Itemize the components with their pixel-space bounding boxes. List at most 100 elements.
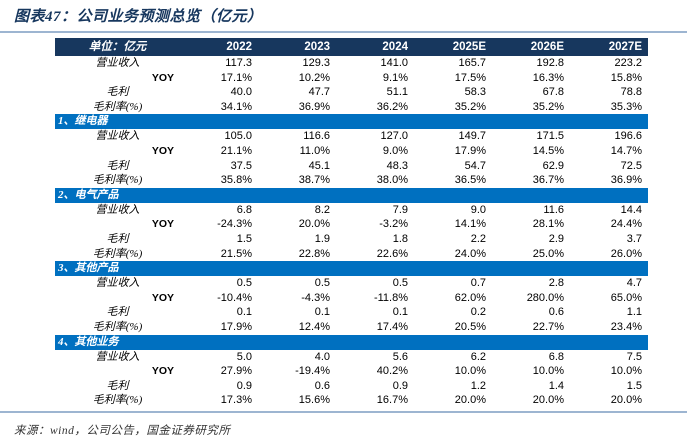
year-header-cell: 2025E [452, 41, 486, 53]
value-cell: 25.0% [532, 247, 564, 260]
year-header-cell: 2026E [530, 41, 564, 53]
value-cell: 105.0 [224, 130, 252, 143]
table-row: YOY -10.4% -4.3% -11.8% 62.0% 280.0% 65.0% [55, 291, 648, 306]
value-cell: 22.6% [376, 247, 408, 260]
value-cell: 17.5% [454, 71, 486, 84]
value-cell: 2.9 [548, 232, 564, 245]
value-cell: 0.9 [392, 379, 408, 392]
value-cell: 0.6 [548, 306, 564, 319]
value-cell: 51.1 [386, 86, 408, 99]
row-label-cell: YOY [151, 218, 174, 231]
table-row: YOY -24.3% 20.0% -3.2% 14.1% 28.1% 24.4% [55, 217, 648, 232]
value-cell: 11.0% [299, 144, 330, 157]
value-cell: 192.8 [536, 57, 564, 69]
value-cell: 72.5 [620, 159, 642, 172]
section-header-bar: 4、其他业务 [55, 334, 648, 350]
value-cell: -4.3% [301, 291, 330, 304]
year-header-cell: 2022 [226, 41, 252, 53]
table-header-row: 单位：亿元 2022 2023 2024 2025E 2026E 2027E [55, 38, 648, 56]
year-header-cell: 2023 [304, 41, 330, 53]
row-label-cell: YOY [151, 71, 174, 84]
value-cell: 62.0% [454, 291, 486, 304]
value-cell: 0.5 [392, 277, 408, 290]
value-cell: 6.8 [236, 203, 252, 216]
value-cell: -10.4% [217, 291, 252, 304]
value-cell: 35.2% [532, 100, 564, 113]
value-cell: 223.2 [614, 57, 642, 69]
value-cell: 24.4% [610, 218, 642, 231]
value-cell: 129.3 [302, 57, 330, 69]
value-cell: 28.1% [532, 218, 564, 231]
value-cell: 54.7 [464, 159, 486, 172]
value-cell: 40.0 [230, 86, 252, 99]
value-cell: 14.5% [532, 144, 564, 157]
value-cell: 38.7% [298, 174, 330, 187]
row-label-cell: 营业收入 [95, 130, 140, 143]
value-cell: 14.7% [610, 144, 642, 157]
year-header-cell: 2027E [608, 41, 642, 53]
value-cell: 280.0% [526, 291, 564, 304]
value-cell: -19.4% [295, 365, 330, 378]
forecast-table: 单位：亿元 2022 2023 2024 2025E 2026E 2027E 营业收入 117.… [55, 38, 648, 408]
value-cell: 17.3% [220, 394, 252, 407]
value-cell: 2.8 [548, 277, 564, 290]
value-cell: 15.6% [298, 394, 330, 407]
table-row: 毛利率(%) 17.9% 12.4% 17.4% 20.5% 22.7% 23.4% [55, 320, 648, 335]
section-header-bar: 3、其他产品 [55, 261, 648, 277]
table-row: 营业收入 105.0 116.6 127.0 149.7 171.5 196.6 [55, 129, 648, 144]
row-label-cell: 毛利 [106, 232, 129, 245]
table-row: 营业收入 5.0 4.0 5.6 6.2 6.8 7.5 [55, 350, 648, 365]
value-cell: 10.0% [532, 365, 564, 378]
value-cell: 20.0% [298, 218, 330, 231]
value-cell: 10.0% [454, 365, 486, 378]
row-label-cell: YOY [151, 365, 174, 378]
value-cell: -24.3% [217, 218, 252, 231]
row-label-cell: YOY [151, 144, 174, 157]
value-cell: 5.6 [392, 350, 408, 363]
value-cell: 1.9 [314, 232, 330, 245]
value-cell: 0.2 [470, 306, 486, 319]
value-cell: 17.9% [220, 320, 252, 333]
value-cell: 149.7 [458, 130, 486, 143]
row-label-cell: 毛利 [106, 306, 129, 319]
value-cell: 40.2% [376, 365, 408, 378]
table-row: 毛利率(%) 17.3% 15.6% 16.7% 20.0% 20.0% 20.0% [55, 393, 648, 408]
value-cell: 65.0% [610, 291, 642, 304]
unit-header-cell: 单位：亿元 [88, 41, 147, 53]
value-cell: 37.5 [230, 159, 252, 172]
row-label-cell: 毛利率(%) [92, 394, 143, 407]
value-cell: 21.5% [220, 247, 252, 260]
section-header-bar: 2、电气产品 [55, 187, 648, 203]
source-note: 来源：wind，公司公告，国金证券研究所 [14, 425, 231, 437]
value-cell: 17.1% [220, 71, 252, 84]
value-cell: 23.4% [610, 320, 642, 333]
value-cell: 15.8% [610, 71, 642, 84]
value-cell: -11.8% [373, 291, 408, 304]
value-cell: 67.8 [542, 86, 564, 99]
value-cell: 35.3% [610, 100, 642, 113]
table-row: YOY 17.1% 10.2% 9.1% 17.5% 16.3% 15.8% [55, 71, 648, 86]
value-cell: 38.0% [376, 174, 408, 187]
value-cell: 6.2 [470, 350, 486, 363]
value-cell: 8.2 [314, 203, 330, 216]
row-label-cell: 毛利率(%) [92, 320, 143, 333]
value-cell: 196.6 [614, 130, 642, 143]
value-cell: 0.7 [470, 277, 486, 290]
value-cell: 0.5 [236, 277, 252, 290]
value-cell: 5.0 [236, 350, 252, 363]
value-cell: 0.5 [314, 277, 330, 290]
value-cell: 22.8% [298, 247, 330, 260]
table-row: 毛利 40.0 47.7 51.1 58.3 67.8 78.8 [55, 85, 648, 100]
value-cell: 17.9% [454, 144, 486, 157]
value-cell: 0.1 [392, 306, 408, 319]
value-cell: 117.3 [225, 57, 252, 69]
value-cell: 22.7% [532, 320, 564, 333]
value-cell: 14.1% [454, 218, 486, 231]
value-cell: 16.3% [532, 71, 564, 84]
page-title: 图表47：公司业务预测总览（亿元） [14, 9, 263, 25]
row-label-cell: 毛利 [106, 159, 129, 172]
value-cell: 36.7% [532, 174, 564, 187]
row-label-cell: 毛利率(%) [92, 247, 143, 260]
value-cell: 12.4% [298, 320, 330, 333]
value-cell: 1.8 [392, 232, 408, 245]
